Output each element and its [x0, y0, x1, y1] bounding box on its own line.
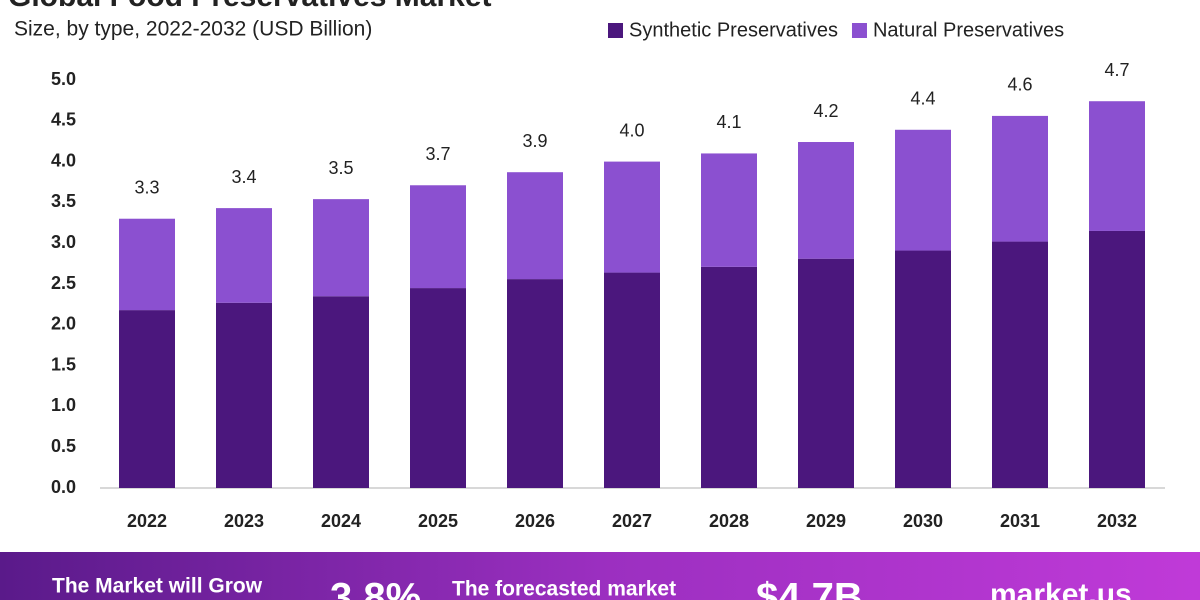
y-tick-label: 0.0: [51, 477, 76, 497]
total-label: 3.3: [134, 177, 159, 197]
total-label: 4.1: [716, 112, 741, 132]
bar-segment: [410, 185, 466, 289]
y-tick-label: 4.0: [51, 150, 76, 170]
footer-brand: market.us: [990, 578, 1132, 600]
bar-segment: [701, 266, 757, 488]
total-label: 3.5: [328, 158, 353, 178]
bar-segment: [992, 115, 1048, 242]
x-tick-label: 2026: [515, 511, 555, 531]
footer-banner: [0, 552, 1200, 600]
x-tick-label: 2022: [127, 511, 167, 531]
bar-segment: [604, 161, 660, 273]
bar-segment: [507, 279, 563, 488]
legend-label: Natural Preservatives: [873, 19, 1064, 41]
bar-segment: [895, 250, 951, 488]
x-tick-label: 2029: [806, 511, 846, 531]
total-label: 4.6: [1007, 75, 1032, 95]
footer-forecast: The forecasted market: [452, 578, 676, 600]
y-tick-label: 3.5: [51, 191, 76, 211]
bar-segment: [1089, 101, 1145, 231]
chart-title: Global Food Preservatives Market: [8, 0, 492, 13]
bar-segment: [1089, 230, 1145, 488]
bar-segment: [604, 272, 660, 488]
bar-segment: [216, 302, 272, 488]
bar-segment: [410, 288, 466, 488]
bar-segment: [313, 199, 369, 297]
total-label: 4.2: [813, 101, 838, 121]
y-tick-label: 5.0: [51, 69, 76, 89]
legend-label: Synthetic Preservatives: [629, 19, 838, 41]
total-label: 4.0: [619, 120, 644, 140]
footer-cagr: 3.8%: [330, 576, 421, 600]
x-tick-label: 2027: [612, 511, 652, 531]
x-tick-label: 2028: [709, 511, 749, 531]
bar-segment: [798, 258, 854, 488]
y-tick-label: 2.0: [51, 314, 76, 334]
chart-subtitle: Size, by type, 2022-2032 (USD Billion): [14, 18, 372, 41]
bar-segment: [798, 142, 854, 259]
y-tick-label: 2.5: [51, 273, 76, 293]
x-tick-label: 2025: [418, 511, 458, 531]
y-tick-label: 0.5: [51, 436, 76, 456]
bar-segment: [119, 218, 175, 311]
footer-grow: The Market will Grow: [52, 575, 263, 598]
x-tick-label: 2030: [903, 511, 943, 531]
footer-forecast-value: $4.7B: [756, 576, 863, 600]
total-label: 3.4: [231, 167, 256, 187]
bar-segment: [895, 129, 951, 251]
bar-segment: [992, 241, 1048, 488]
total-label: 4.4: [910, 89, 935, 109]
x-tick-label: 2023: [224, 511, 264, 531]
legend-swatch: [851, 23, 867, 38]
bar-segment: [216, 208, 272, 303]
x-tick-label: 2032: [1097, 511, 1137, 531]
y-tick-label: 3.0: [51, 232, 76, 252]
bar-segment: [119, 310, 175, 488]
x-tick-label: 2024: [321, 511, 361, 531]
total-label: 3.9: [522, 131, 547, 151]
legend-swatch: [608, 23, 623, 38]
total-label: 4.7: [1104, 60, 1129, 80]
y-tick-label: 1.5: [51, 354, 76, 374]
bar-segment: [313, 296, 369, 488]
y-tick-label: 4.5: [51, 110, 76, 130]
bar-segment: [507, 172, 563, 280]
y-tick-label: 1.0: [51, 395, 76, 415]
x-tick-label: 2031: [1000, 511, 1040, 531]
bar-segment: [701, 153, 757, 267]
total-label: 3.7: [425, 144, 450, 164]
